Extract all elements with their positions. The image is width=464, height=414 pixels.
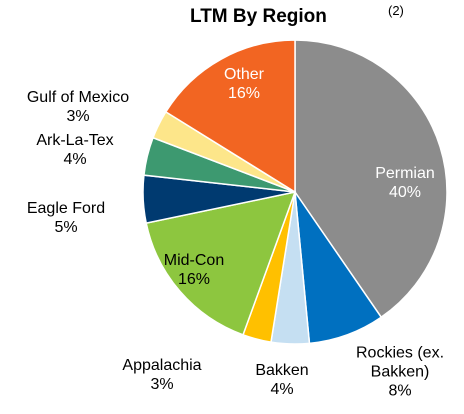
category-label: Eagle Ford — [26, 200, 106, 217]
category-label: Other — [223, 66, 264, 83]
value-label: 3% — [150, 376, 174, 393]
value-label: 16% — [227, 85, 261, 102]
slice-label: Appalachia 3% — [102, 356, 222, 394]
category-label: Mid-Con — [163, 252, 225, 269]
value-label: 3% — [66, 108, 90, 125]
category-label: Appalachia — [122, 357, 202, 374]
slice-label: Permian 40% — [345, 164, 464, 202]
value-label: 4% — [270, 381, 294, 398]
value-label: 8% — [388, 382, 412, 400]
slice-label: Bakken 4% — [222, 361, 342, 399]
value-label: 16% — [177, 271, 211, 288]
category-label: Permian — [375, 165, 435, 182]
pie-slice — [164, 39, 296, 194]
pie-slice — [145, 190, 297, 336]
category-label: Rockies (ex. Bakken) — [355, 344, 445, 381]
category-label: Bakken — [255, 362, 309, 379]
slice-label: Other 16% — [184, 65, 304, 103]
value-label: 40% — [388, 184, 422, 201]
pie-slice — [294, 39, 448, 319]
slice-label: Eagle Ford 5% — [6, 199, 126, 237]
slice-label: Gulf of Mexico 3% — [18, 88, 138, 126]
slice-label: Ark-La-Tex 4% — [15, 131, 135, 169]
title-note: (2) — [388, 3, 404, 18]
category-label: Gulf of Mexico — [26, 89, 130, 106]
category-label: Ark-La-Tex — [36, 132, 114, 149]
value-label: 4% — [63, 151, 87, 168]
slice-label: Mid-Con 16% — [134, 251, 254, 289]
chart-title: LTM By Region — [190, 6, 327, 27]
slice-label: Rockies (ex. Bakken) 8% — [340, 344, 460, 401]
value-label: 5% — [54, 219, 78, 236]
